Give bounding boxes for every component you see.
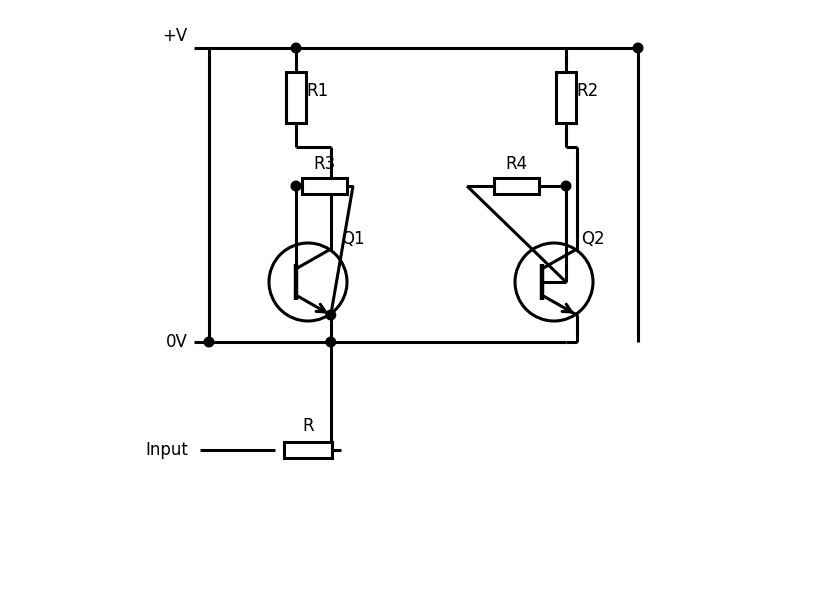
Bar (493, 178, 538, 194)
Bar (286, 72, 305, 123)
Text: R3: R3 (313, 155, 335, 173)
Text: R4: R4 (505, 155, 527, 173)
Text: Input: Input (145, 441, 188, 459)
Bar (556, 72, 575, 123)
Circle shape (291, 181, 301, 191)
Bar (283, 442, 332, 458)
Circle shape (632, 43, 642, 53)
Circle shape (204, 337, 214, 347)
Bar (301, 178, 346, 194)
Circle shape (326, 337, 335, 347)
Text: R1: R1 (306, 82, 328, 100)
Text: Q1: Q1 (341, 230, 364, 248)
Circle shape (326, 310, 335, 320)
Circle shape (291, 43, 301, 53)
Circle shape (560, 181, 570, 191)
Text: Q2: Q2 (581, 230, 604, 248)
Text: R2: R2 (576, 82, 599, 100)
Text: +V: +V (162, 27, 188, 45)
Text: 0V: 0V (166, 333, 188, 351)
Text: R: R (302, 417, 314, 435)
